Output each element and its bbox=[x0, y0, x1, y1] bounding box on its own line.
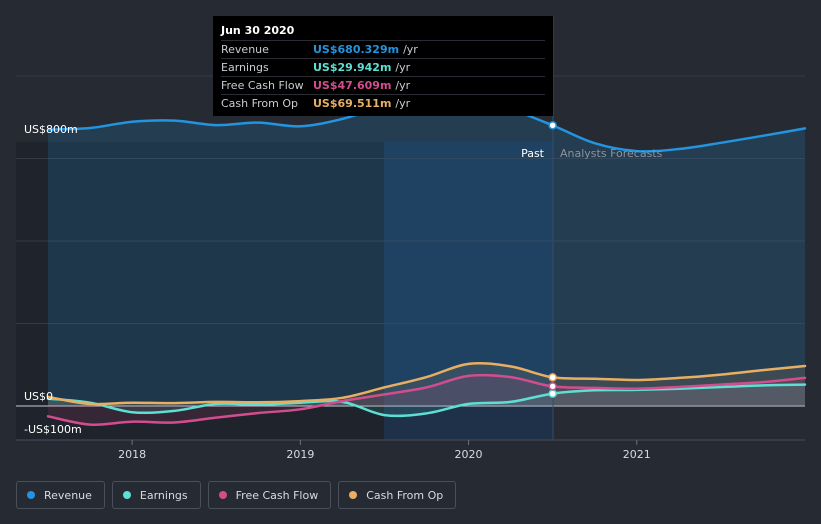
area-free-cash-flow bbox=[48, 375, 805, 425]
past-label: Past bbox=[521, 147, 545, 160]
marker-free-cash-flow bbox=[548, 382, 557, 391]
tooltip-label: Free Cash Flow bbox=[221, 79, 304, 92]
legend-dot-icon bbox=[218, 491, 227, 499]
legend-dot-icon bbox=[122, 491, 131, 499]
forecast-label: Analysts Forecasts bbox=[560, 147, 663, 160]
x-axis-ticks: 2018 2019 2020 2021 bbox=[118, 440, 651, 461]
tooltip-row-cash-from-op: Cash From Op US$69.511m /yr bbox=[221, 94, 545, 112]
tooltip-label: Earnings bbox=[221, 61, 269, 74]
legend-label: Free Cash Flow bbox=[235, 488, 319, 502]
y-label-min: -US$100m bbox=[24, 423, 82, 436]
tooltip-label: Revenue bbox=[221, 43, 269, 56]
y-label-max: US$800m bbox=[24, 123, 78, 136]
legend-dot-icon bbox=[27, 491, 35, 499]
tooltip-row-revenue: Revenue US$680.329m /yr bbox=[221, 40, 545, 58]
legend-label: Earnings bbox=[139, 488, 188, 502]
x-tick-label: 2019 bbox=[286, 448, 314, 461]
series-areas bbox=[48, 95, 805, 425]
line-free-cash-flow bbox=[46, 373, 807, 426]
legend-dot-icon bbox=[349, 491, 358, 499]
tooltip-unit: /yr bbox=[395, 79, 411, 92]
y-label-zero: US$0 bbox=[24, 390, 53, 403]
marker-revenue bbox=[548, 121, 557, 130]
chart-canvas: US$800m US$0 -US$100m Past Analysts Fore… bbox=[16, 16, 807, 461]
x-tick-label: 2018 bbox=[118, 448, 146, 461]
line-earnings bbox=[46, 383, 807, 418]
tooltip-row-free-cash-flow: Free Cash Flow US$47.609m /yr bbox=[221, 76, 545, 94]
x-tick-label: 2020 bbox=[455, 448, 483, 461]
legend-label: Cash From Op bbox=[366, 488, 444, 502]
legend-item-earnings[interactable]: Earnings bbox=[111, 481, 201, 509]
tooltip-value: US$47.609m bbox=[313, 79, 392, 92]
marker-cash-from-op bbox=[548, 373, 557, 382]
area-cash-from-op bbox=[48, 363, 805, 406]
hover-tooltip: Jun 30 2020 Revenue US$680.329m /yr Earn… bbox=[213, 16, 553, 116]
tooltip-value: US$680.329m bbox=[313, 43, 400, 56]
chart-legend: Revenue Earnings Free Cash Flow Cash Fro… bbox=[16, 481, 457, 509]
area-revenue bbox=[48, 95, 805, 406]
legend-item-revenue[interactable]: Revenue bbox=[16, 481, 105, 509]
line-cash-from-op bbox=[46, 361, 807, 406]
legend-item-cash-from-op[interactable]: Cash From Op bbox=[338, 481, 457, 509]
x-tick-label: 2021 bbox=[623, 448, 651, 461]
marker-earnings bbox=[548, 389, 557, 398]
tooltip-row-earnings: Earnings US$29.942m /yr bbox=[221, 58, 545, 76]
tooltip-unit: /yr bbox=[395, 97, 411, 110]
tooltip-unit: /yr bbox=[395, 61, 411, 74]
tooltip-label: Cash From Op bbox=[221, 97, 299, 110]
tooltip-value: US$29.942m bbox=[313, 61, 392, 74]
area-earnings bbox=[48, 384, 805, 416]
tooltip-date: Jun 30 2020 bbox=[221, 24, 295, 37]
tooltip-value: US$69.511m bbox=[313, 97, 392, 110]
tooltip-unit: /yr bbox=[403, 43, 418, 56]
legend-label: Revenue bbox=[44, 488, 92, 502]
legend-item-free-cash-flow[interactable]: Free Cash Flow bbox=[207, 481, 332, 509]
highlight-markers bbox=[548, 121, 557, 398]
